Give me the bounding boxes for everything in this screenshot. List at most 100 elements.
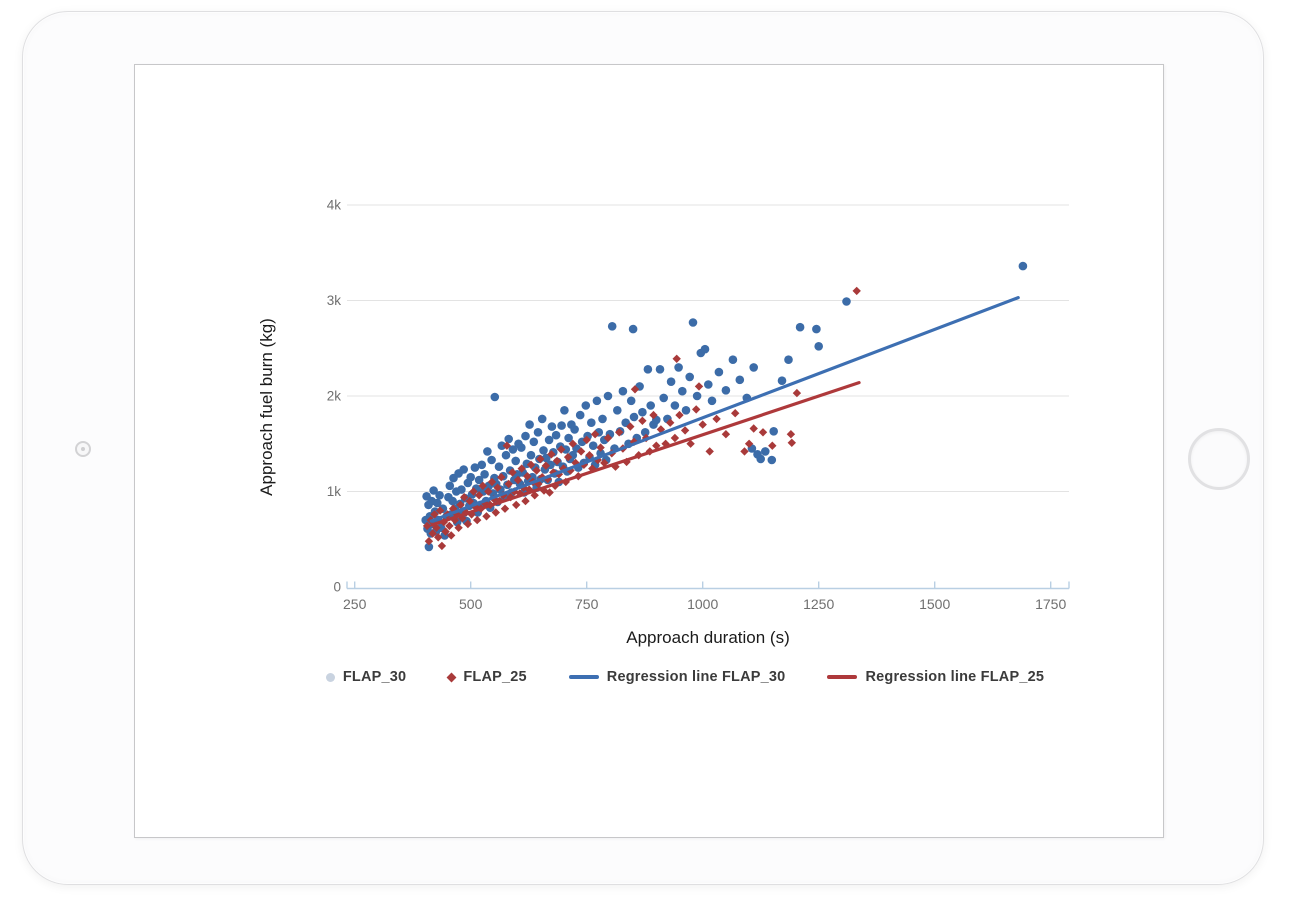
data-point[interactable] — [490, 392, 500, 402]
data-point[interactable] — [655, 365, 665, 374]
data-point[interactable] — [735, 375, 745, 385]
data-point[interactable] — [445, 481, 455, 491]
data-point[interactable] — [592, 396, 602, 406]
data-point[interactable] — [698, 420, 707, 429]
data-point[interactable] — [666, 377, 676, 387]
data-point[interactable] — [714, 367, 724, 377]
data-point[interactable] — [705, 447, 714, 456]
data-point[interactable] — [457, 485, 466, 494]
data-point[interactable] — [430, 510, 439, 519]
data-point[interactable] — [721, 386, 731, 395]
data-point[interactable] — [784, 355, 793, 365]
data-point[interactable] — [678, 386, 687, 396]
data-point[interactable] — [560, 406, 569, 415]
data-point[interactable] — [686, 439, 695, 448]
data-point[interactable] — [704, 380, 713, 389]
data-point[interactable] — [581, 401, 591, 410]
data-point[interactable] — [533, 428, 543, 437]
data-point[interactable] — [557, 421, 566, 430]
data-point[interactable] — [712, 414, 721, 424]
data-point[interactable] — [675, 410, 684, 420]
data-point[interactable] — [484, 487, 493, 496]
data-point[interactable] — [575, 410, 585, 420]
data-point[interactable] — [428, 529, 437, 538]
data-point[interactable] — [787, 438, 796, 447]
data-point[interactable] — [643, 365, 653, 374]
data-point[interactable] — [478, 481, 487, 490]
data-point[interactable] — [477, 460, 487, 470]
data-point[interactable] — [547, 422, 557, 431]
data-point[interactable] — [517, 443, 526, 452]
data-point[interactable] — [670, 401, 680, 410]
home-button[interactable] — [1188, 428, 1250, 490]
data-point[interactable] — [441, 527, 450, 536]
data-point[interactable] — [758, 428, 768, 437]
data-point[interactable] — [493, 483, 502, 492]
legend-item-regression-line-flap-30[interactable]: Regression line FLAP_30 — [568, 669, 786, 685]
data-point[interactable] — [607, 322, 617, 331]
data-point[interactable] — [680, 426, 690, 435]
data-point[interactable] — [749, 424, 758, 433]
data-point[interactable] — [777, 376, 787, 386]
data-point[interactable] — [603, 433, 613, 443]
data-point[interactable] — [767, 455, 777, 465]
data-point[interactable] — [497, 473, 506, 482]
legend-item-regression-line-flap-25[interactable]: Regression line FLAP_25 — [827, 669, 1044, 685]
data-point[interactable] — [487, 477, 497, 487]
data-point[interactable] — [613, 406, 622, 415]
data-point[interactable] — [728, 355, 738, 365]
data-point[interactable] — [433, 498, 442, 508]
data-point[interactable] — [480, 470, 489, 479]
data-point[interactable] — [587, 418, 596, 428]
data-point[interactable] — [513, 475, 523, 485]
data-point[interactable] — [460, 493, 469, 502]
data-point[interactable] — [521, 431, 530, 441]
data-point[interactable] — [638, 407, 647, 417]
data-point[interactable] — [756, 454, 765, 464]
data-point[interactable] — [649, 410, 658, 420]
data-point[interactable] — [659, 393, 668, 403]
data-point[interactable] — [585, 451, 594, 460]
data-point[interactable] — [652, 441, 661, 450]
data-point[interactable] — [672, 354, 681, 363]
data-point[interactable] — [437, 541, 447, 551]
data-point[interactable] — [544, 435, 554, 445]
data-point[interactable] — [474, 491, 484, 500]
data-point[interactable] — [532, 466, 541, 475]
data-point[interactable] — [491, 508, 500, 517]
data-point[interactable] — [424, 542, 434, 552]
data-point[interactable] — [501, 450, 511, 460]
data-point[interactable] — [694, 382, 704, 391]
data-point[interactable] — [473, 515, 482, 525]
data-point[interactable] — [576, 447, 586, 456]
data-point[interactable] — [685, 372, 694, 382]
data-point[interactable] — [563, 452, 573, 462]
data-point[interactable] — [795, 322, 805, 332]
data-point[interactable] — [603, 391, 613, 401]
data-point[interactable] — [740, 447, 749, 456]
data-point[interactable] — [812, 324, 821, 334]
data-point[interactable] — [526, 460, 536, 469]
data-point[interactable] — [1018, 261, 1028, 271]
data-point[interactable] — [629, 412, 639, 422]
data-point[interactable] — [526, 450, 536, 460]
data-point[interactable] — [545, 488, 554, 497]
data-point[interactable] — [842, 297, 851, 306]
data-point[interactable] — [618, 386, 628, 396]
data-point[interactable] — [561, 445, 571, 454]
data-point[interactable] — [768, 441, 777, 450]
data-point[interactable] — [749, 363, 758, 372]
data-point[interactable] — [466, 472, 476, 482]
data-point[interactable] — [814, 342, 823, 351]
data-point[interactable] — [504, 479, 513, 489]
data-point[interactable] — [626, 396, 636, 406]
data-point[interactable] — [429, 486, 438, 495]
data-point[interactable] — [474, 475, 484, 485]
data-point[interactable] — [435, 491, 444, 500]
data-point[interactable] — [552, 456, 562, 466]
series-flap-30[interactable] — [421, 261, 1028, 552]
data-point[interactable] — [508, 445, 518, 454]
data-point[interactable] — [525, 420, 534, 429]
data-point[interactable] — [852, 286, 861, 296]
data-point[interactable] — [463, 519, 473, 529]
